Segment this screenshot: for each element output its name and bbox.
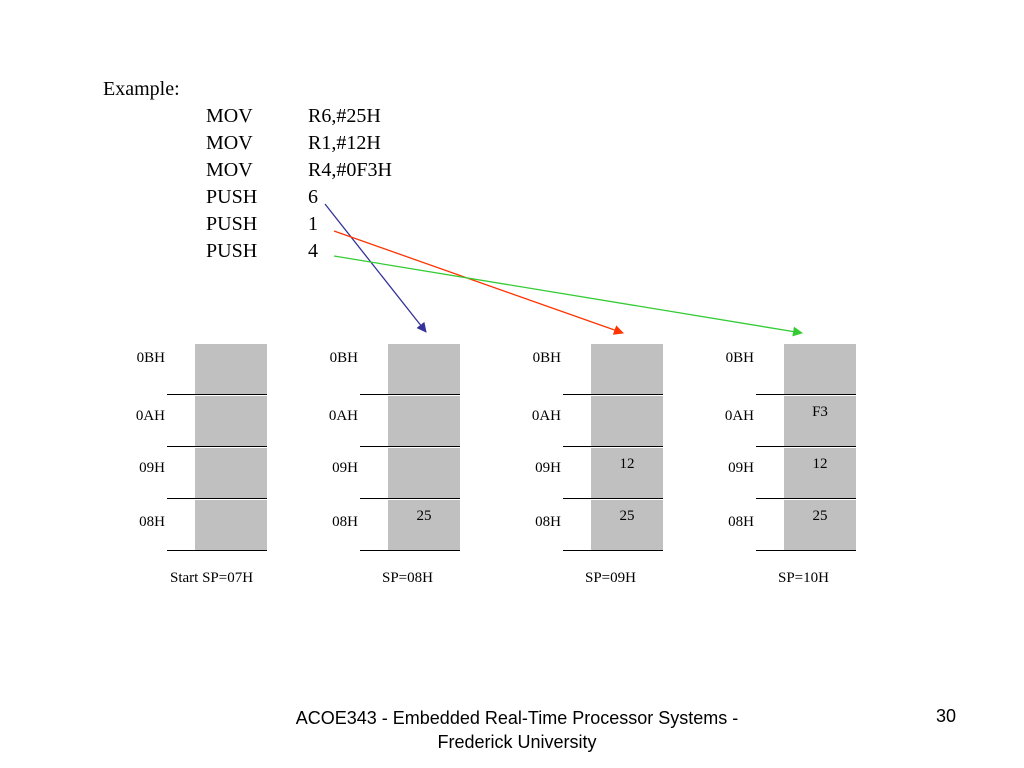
stack-cell — [195, 344, 267, 394]
code-op: PUSH — [206, 213, 258, 235]
code-arg: R1,#12H — [308, 132, 381, 154]
example-label: Example: — [103, 78, 180, 100]
stack-cell — [784, 500, 856, 550]
stack-cell — [388, 500, 460, 550]
code-line: MOV R4,#0F3H — [103, 157, 392, 184]
code-line: MOV R1,#12H — [103, 130, 381, 157]
stack-divider — [756, 446, 856, 447]
stack-cell — [784, 448, 856, 498]
stack-address: 0AH — [135, 408, 165, 424]
stack-address: 0AH — [724, 408, 754, 424]
stack-diagram-push-6: 0BH 0AH 09H 08H 25 SP=08H — [318, 344, 518, 594]
stack-value: F3 — [812, 404, 828, 420]
code-arg: R6,#25H — [308, 105, 381, 127]
stack-divider — [756, 498, 856, 499]
arrow-push-4 — [333, 255, 803, 337]
code-example: Example: MOV R6,#25H MOV R1,#12H MOV R4,… — [103, 76, 392, 265]
stack-address: 09H — [139, 460, 165, 476]
stack-address: 0AH — [328, 408, 358, 424]
code-arg: 4 — [308, 240, 318, 262]
page-number: 30 — [936, 706, 957, 726]
stack-divider — [756, 550, 856, 551]
stack-cell — [591, 500, 663, 550]
stack-divider — [167, 394, 267, 395]
stack-divider — [563, 550, 663, 551]
stack-cell — [195, 500, 267, 550]
stack-diagram-push-4: 0BH 0AH 09H 08H F3 12 25 SP=10H — [714, 344, 914, 594]
stack-address: 0BH — [725, 350, 754, 366]
stack-pointer-label: Start SP=07H — [170, 570, 254, 586]
code-op: PUSH — [206, 186, 258, 208]
stack-cell — [388, 448, 460, 498]
stack-value: 25 — [619, 508, 635, 524]
stack-address: 09H — [728, 460, 754, 476]
stack-address: 0BH — [329, 350, 358, 366]
stack-address: 09H — [332, 460, 358, 476]
stack-address: 08H — [139, 514, 165, 530]
stack-address: 08H — [728, 514, 754, 530]
arrow-push-1 — [333, 230, 624, 335]
stack-divider — [756, 394, 856, 395]
stack-cell — [195, 448, 267, 498]
stack-cell — [784, 396, 856, 446]
stack-address: 08H — [332, 514, 358, 530]
code-line: PUSH 4 — [103, 238, 318, 265]
stack-cell — [591, 344, 663, 394]
code-op: MOV — [206, 159, 253, 181]
stack-divider — [360, 446, 460, 447]
code-op: MOV — [206, 105, 253, 127]
stack-address: 08H — [535, 514, 561, 530]
stack-value: 12 — [812, 456, 828, 472]
stack-address: 0BH — [136, 350, 165, 366]
stack-value: 25 — [812, 508, 828, 524]
stack-cell — [195, 396, 267, 446]
stack-divider — [360, 550, 460, 551]
stack-cell — [388, 344, 460, 394]
stack-pointer-label: SP=10H — [778, 570, 829, 586]
code-arg: R4,#0F3H — [308, 159, 392, 181]
stack-cell — [388, 396, 460, 446]
stack-divider — [167, 446, 267, 447]
stack-address: 0AH — [531, 408, 561, 424]
stack-divider — [360, 394, 460, 395]
stack-diagram-push-1: 0BH 0AH 09H 08H 12 25 SP=09H — [521, 344, 721, 594]
footer-course-title: ACOE343 - Embedded Real-Time Processor S… — [262, 706, 772, 754]
stack-divider — [360, 498, 460, 499]
footer-line-1: ACOE343 - Embedded Real-Time Processor S… — [295, 708, 739, 728]
code-arg: 1 — [308, 213, 318, 235]
code-op: MOV — [206, 132, 253, 154]
footer-line-2: Frederick University — [437, 732, 597, 752]
code-arg: 6 — [308, 186, 318, 208]
stack-divider — [563, 446, 663, 447]
stack-value: 25 — [416, 508, 432, 524]
stack-cell — [591, 448, 663, 498]
stack-divider — [563, 498, 663, 499]
stack-address: 0BH — [532, 350, 561, 366]
stack-diagram-start: 0BH 0AH 09H 08H Start SP=07H — [125, 344, 325, 594]
stack-address: 09H — [535, 460, 561, 476]
stack-cell — [784, 344, 856, 394]
code-op: PUSH — [206, 240, 258, 262]
stack-cell — [591, 396, 663, 446]
stack-value: 12 — [619, 456, 635, 472]
stack-pointer-label: SP=09H — [585, 570, 636, 586]
stack-divider — [563, 394, 663, 395]
stack-divider — [167, 550, 267, 551]
code-line: MOV R6,#25H — [103, 103, 381, 130]
arrow-push-6 — [324, 203, 427, 333]
stack-pointer-label: SP=08H — [382, 570, 433, 586]
stack-divider — [167, 498, 267, 499]
code-line: PUSH 6 — [103, 184, 318, 211]
code-line: PUSH 1 — [103, 211, 318, 238]
